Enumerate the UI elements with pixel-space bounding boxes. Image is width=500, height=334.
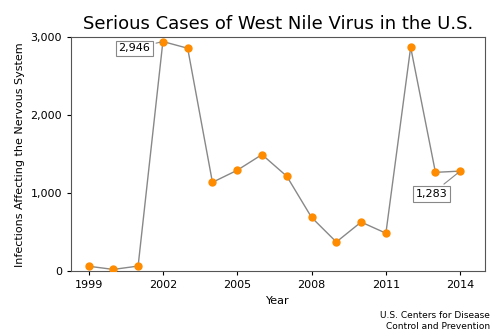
X-axis label: Year: Year	[266, 296, 290, 306]
Text: U.S. Centers for Disease
Control and Prevention: U.S. Centers for Disease Control and Pre…	[380, 311, 490, 331]
Y-axis label: Infections Affecting the Nervous System: Infections Affecting the Nervous System	[15, 42, 25, 267]
Text: 2,946: 2,946	[118, 42, 160, 53]
Text: 1,283: 1,283	[416, 173, 458, 199]
Title: Serious Cases of West Nile Virus in the U.S.: Serious Cases of West Nile Virus in the …	[83, 15, 473, 33]
